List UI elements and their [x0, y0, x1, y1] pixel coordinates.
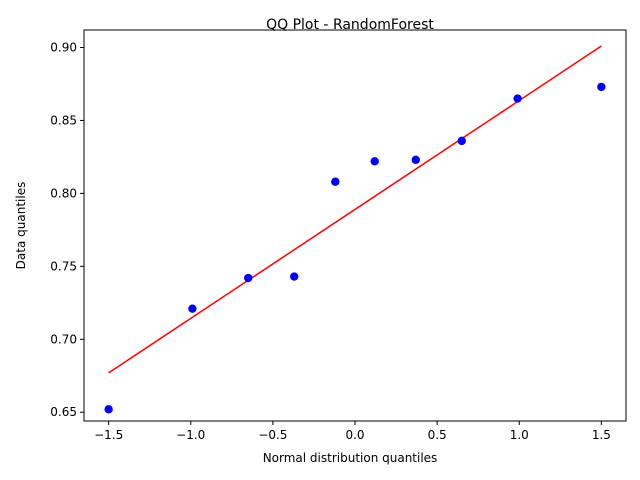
chart-title: QQ Plot - RandomForest	[266, 17, 434, 33]
x-tick-label: 0.0	[345, 428, 364, 442]
data-point	[513, 94, 522, 103]
data-point	[457, 136, 466, 146]
x-tick-label: 1.5	[592, 428, 611, 442]
y-tick-label: 0.90	[50, 41, 77, 55]
y-axis-label: Data quantiles	[14, 182, 28, 270]
data-point	[370, 157, 379, 166]
y-tick-label: 0.75	[50, 259, 77, 273]
y-tick-label: 0.85	[50, 113, 77, 127]
x-axis-label: Normal distribution quantiles	[263, 451, 438, 465]
y-axis-ticks: 0.65 0.70 0.75 0.80 0.85 0.90	[50, 41, 84, 419]
data-point	[104, 405, 113, 414]
plot-area	[104, 45, 606, 414]
x-tick-label: −1.0	[176, 428, 205, 442]
data-point	[244, 273, 253, 283]
x-tick-label: −0.5	[258, 428, 287, 442]
data-point	[597, 82, 606, 92]
x-tick-label: 1.0	[510, 428, 529, 442]
x-tick-label: 0.5	[428, 428, 447, 442]
x-axis-ticks: −1.5 −1.0 −0.5 0.0 0.5 1.0 1.5	[94, 421, 611, 442]
x-tick-label: −1.5	[94, 428, 123, 442]
data-point	[290, 272, 299, 281]
y-tick-label: 0.65	[50, 405, 77, 419]
y-tick-label: 0.80	[50, 186, 77, 200]
data-point	[188, 304, 197, 313]
y-tick-label: 0.70	[50, 332, 77, 346]
data-point	[411, 155, 420, 165]
data-point	[331, 177, 340, 186]
